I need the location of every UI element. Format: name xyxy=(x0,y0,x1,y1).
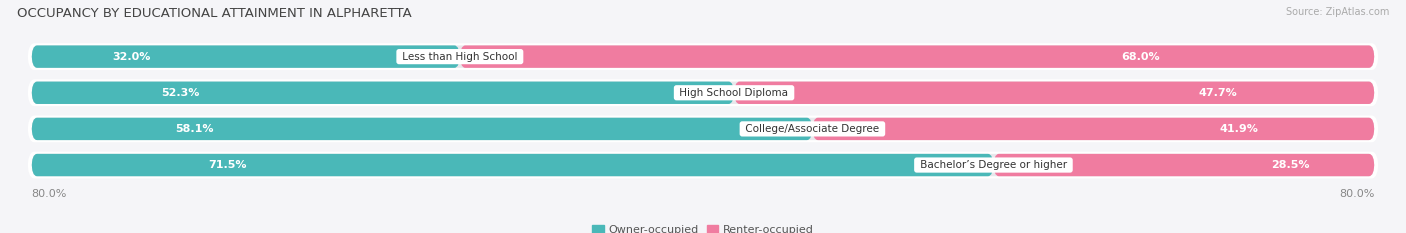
FancyBboxPatch shape xyxy=(734,82,1375,104)
Text: 32.0%: 32.0% xyxy=(112,52,150,62)
Text: 68.0%: 68.0% xyxy=(1121,52,1160,62)
Text: 52.3%: 52.3% xyxy=(162,88,200,98)
FancyBboxPatch shape xyxy=(31,45,460,68)
Text: High School Diploma: High School Diploma xyxy=(676,88,792,98)
FancyBboxPatch shape xyxy=(460,45,1375,68)
FancyBboxPatch shape xyxy=(28,116,1378,142)
FancyBboxPatch shape xyxy=(31,154,994,176)
FancyBboxPatch shape xyxy=(31,118,813,140)
Text: OCCUPANCY BY EDUCATIONAL ATTAINMENT IN ALPHARETTA: OCCUPANCY BY EDUCATIONAL ATTAINMENT IN A… xyxy=(17,7,412,20)
FancyBboxPatch shape xyxy=(28,152,1378,178)
Text: College/Associate Degree: College/Associate Degree xyxy=(742,124,883,134)
Text: 58.1%: 58.1% xyxy=(176,124,214,134)
Text: 80.0%: 80.0% xyxy=(1339,189,1375,199)
FancyBboxPatch shape xyxy=(31,45,1375,68)
Text: 28.5%: 28.5% xyxy=(1271,160,1309,170)
Text: 80.0%: 80.0% xyxy=(31,189,67,199)
Text: 47.7%: 47.7% xyxy=(1198,88,1237,98)
FancyBboxPatch shape xyxy=(31,82,734,104)
Text: 71.5%: 71.5% xyxy=(208,160,246,170)
FancyBboxPatch shape xyxy=(28,43,1378,70)
Text: Bachelor’s Degree or higher: Bachelor’s Degree or higher xyxy=(917,160,1070,170)
FancyBboxPatch shape xyxy=(31,82,1375,104)
Text: 41.9%: 41.9% xyxy=(1220,124,1258,134)
Text: Source: ZipAtlas.com: Source: ZipAtlas.com xyxy=(1285,7,1389,17)
FancyBboxPatch shape xyxy=(31,154,1375,176)
FancyBboxPatch shape xyxy=(31,118,1375,140)
FancyBboxPatch shape xyxy=(994,154,1375,176)
Legend: Owner-occupied, Renter-occupied: Owner-occupied, Renter-occupied xyxy=(592,225,814,233)
Text: Less than High School: Less than High School xyxy=(399,52,520,62)
FancyBboxPatch shape xyxy=(813,118,1375,140)
FancyBboxPatch shape xyxy=(28,79,1378,106)
